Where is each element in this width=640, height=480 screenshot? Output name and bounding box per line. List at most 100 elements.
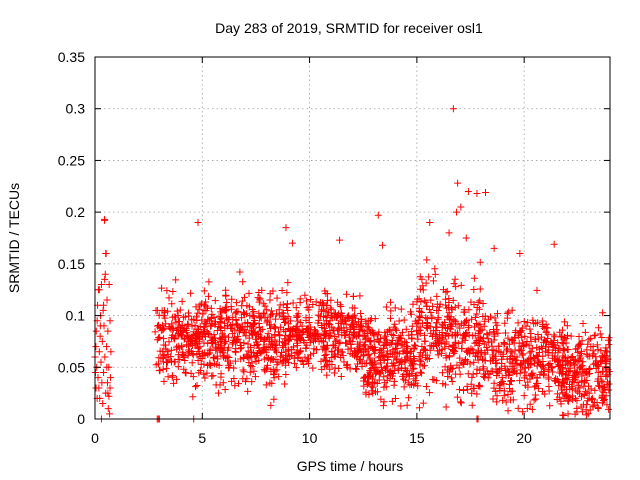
data-point [501,340,509,348]
data-point [387,307,395,315]
data-point [439,286,447,294]
data-point [360,347,368,355]
data-point [181,334,189,342]
data-point [354,332,362,340]
data-point [379,241,387,249]
data-point [240,354,248,362]
data-point [461,357,469,365]
data-point [423,302,431,310]
data-point [464,348,472,356]
data-point [406,349,414,357]
data-point [544,360,552,368]
x-tick-label: 0 [91,430,99,446]
data-point [471,352,479,360]
data-point [167,325,175,333]
data-point [496,366,504,374]
data-point [195,369,203,377]
data-point [493,321,501,329]
data-point [528,405,536,413]
data-point [289,327,297,335]
data-point [207,322,215,330]
data-point [445,353,453,361]
data-point [189,351,197,359]
data-point [514,404,522,412]
data-point [502,329,510,337]
data-point [513,353,521,361]
data-point [236,268,244,276]
data-point [289,343,297,351]
plot-frame [94,56,611,420]
data-point [451,275,459,283]
data-point [577,349,585,357]
data-point [253,338,261,346]
data-point [103,363,111,371]
data-point [474,298,482,306]
data-point [337,372,345,380]
data-point [207,362,215,370]
data-point [360,382,368,390]
data-point [469,370,477,378]
data-point [303,304,311,312]
data-point [564,410,572,418]
chart-title: Day 283 of 2019, SRMTID for receiver osl… [215,20,483,36]
data-point [400,383,408,391]
data-point [603,348,611,356]
data-point [490,336,498,344]
data-point [320,342,328,350]
data-point [92,327,100,335]
data-point [263,343,271,351]
data-point [505,371,513,379]
data-point [436,300,444,308]
data-point [245,289,253,297]
data-point [174,318,182,326]
data-point [343,339,351,347]
data-point [410,364,418,372]
data-point [502,398,510,406]
data-point [275,331,283,339]
data-point [567,332,575,340]
data-point [174,312,182,320]
data-point [209,354,217,362]
data-point [598,357,606,365]
x-tick-label: 20 [516,430,532,446]
data-point [388,337,396,345]
data-point [456,398,464,406]
data-point [105,281,113,289]
data-point [161,314,169,322]
data-point [522,372,530,380]
data-point [520,392,528,400]
data-point [240,368,248,376]
data-point [219,349,227,357]
data-point [391,320,399,328]
data-point [426,389,434,397]
data-point [583,346,591,354]
data-point [538,344,546,352]
data-point [478,355,486,363]
data-point [470,274,478,282]
data-point [208,338,216,346]
data-point [522,322,530,330]
data-point [356,292,364,300]
data-point [495,342,503,350]
data-point [250,313,258,321]
data-point [254,331,262,339]
data-point [289,299,297,307]
data-point [481,350,489,358]
data-point [283,289,291,297]
data-point [565,397,573,405]
data-point [206,345,214,353]
data-point [420,297,428,305]
data-point [178,342,186,350]
data-point [580,390,588,398]
data-point [536,371,544,379]
data-point [191,321,199,329]
data-point [198,316,206,324]
data-point [349,312,357,320]
data-point [568,383,576,391]
data-point [228,295,236,303]
data-point [450,280,458,288]
data-point [366,328,374,336]
data-point [442,403,450,411]
data-point [521,368,529,376]
data-point [242,328,250,336]
